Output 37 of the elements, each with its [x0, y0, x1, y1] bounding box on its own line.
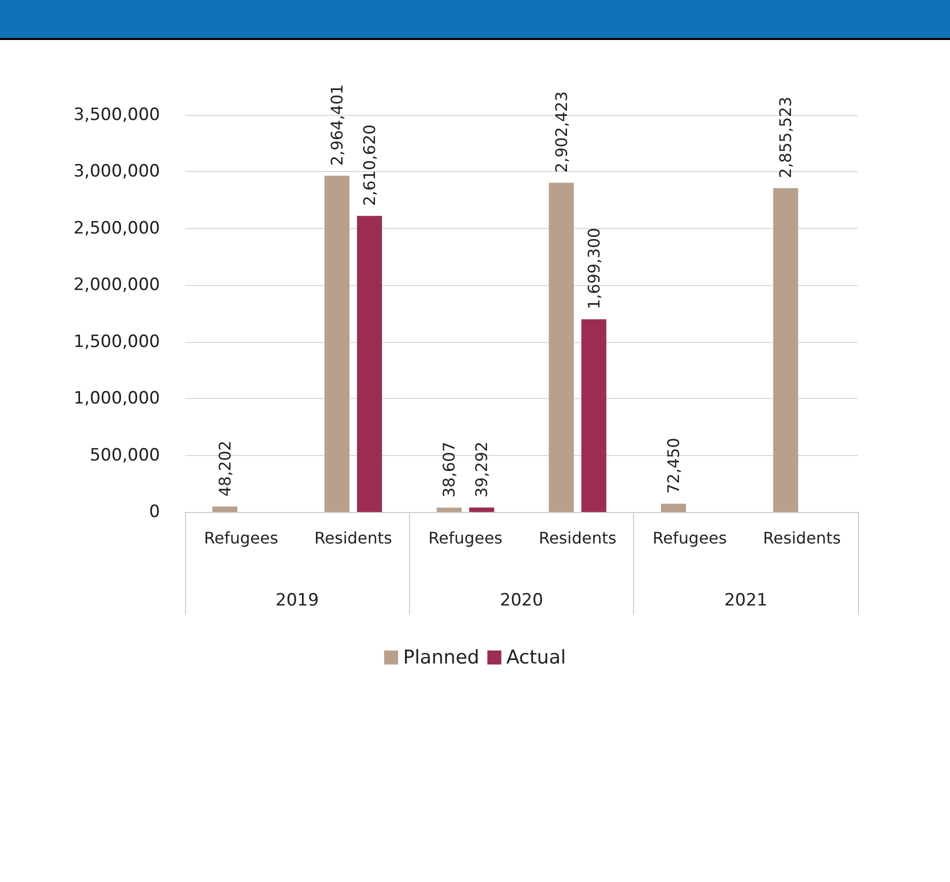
bar	[357, 216, 382, 512]
data-label: 39,292	[472, 442, 492, 498]
bar	[324, 176, 350, 512]
x-tick-label: Residents	[538, 528, 616, 548]
y-tick-label: 1,000,000	[73, 388, 160, 409]
x-tick-label: Refugees	[652, 528, 727, 548]
data-label: 48,202	[215, 440, 234, 497]
y-tick-label: 500,000	[90, 445, 160, 466]
x-tick-label: Residents	[314, 528, 392, 548]
bar	[469, 508, 494, 512]
y-tick-label: 0	[149, 502, 160, 522]
text: 2019	[276, 590, 319, 610]
bar	[212, 506, 238, 512]
y-tick-label: 3,000,000	[73, 162, 160, 182]
data-label: 2,964,401	[328, 84, 346, 166]
x-tick-label: Refugees	[204, 528, 278, 548]
data-label: 2,855,523	[776, 96, 796, 178]
legend-label: Actual	[506, 646, 566, 668]
y-tick-label: 2,000,000	[73, 275, 160, 296]
data-label: 1,699,300	[584, 228, 604, 310]
data-label: 38,607	[440, 442, 459, 498]
bar	[548, 182, 574, 512]
data-label: 2,610,620	[360, 124, 379, 206]
y-tick-label: 2,500,000	[73, 218, 160, 238]
bar	[436, 508, 462, 512]
text: 2020	[500, 590, 544, 610]
text: 2021	[724, 590, 768, 610]
x-tick-label: Refugees	[428, 528, 503, 548]
legend-label: Planned	[403, 646, 480, 668]
data-label: 72,450	[664, 438, 683, 494]
y-tick-label: 1,500,000	[73, 332, 160, 352]
x-tick-label: Residents	[763, 528, 841, 548]
y-tick-label: 3,500,000	[73, 105, 160, 125]
bar	[661, 504, 686, 512]
bar	[773, 188, 798, 512]
data-label: 2,902,423	[552, 91, 571, 173]
bar	[581, 319, 606, 512]
